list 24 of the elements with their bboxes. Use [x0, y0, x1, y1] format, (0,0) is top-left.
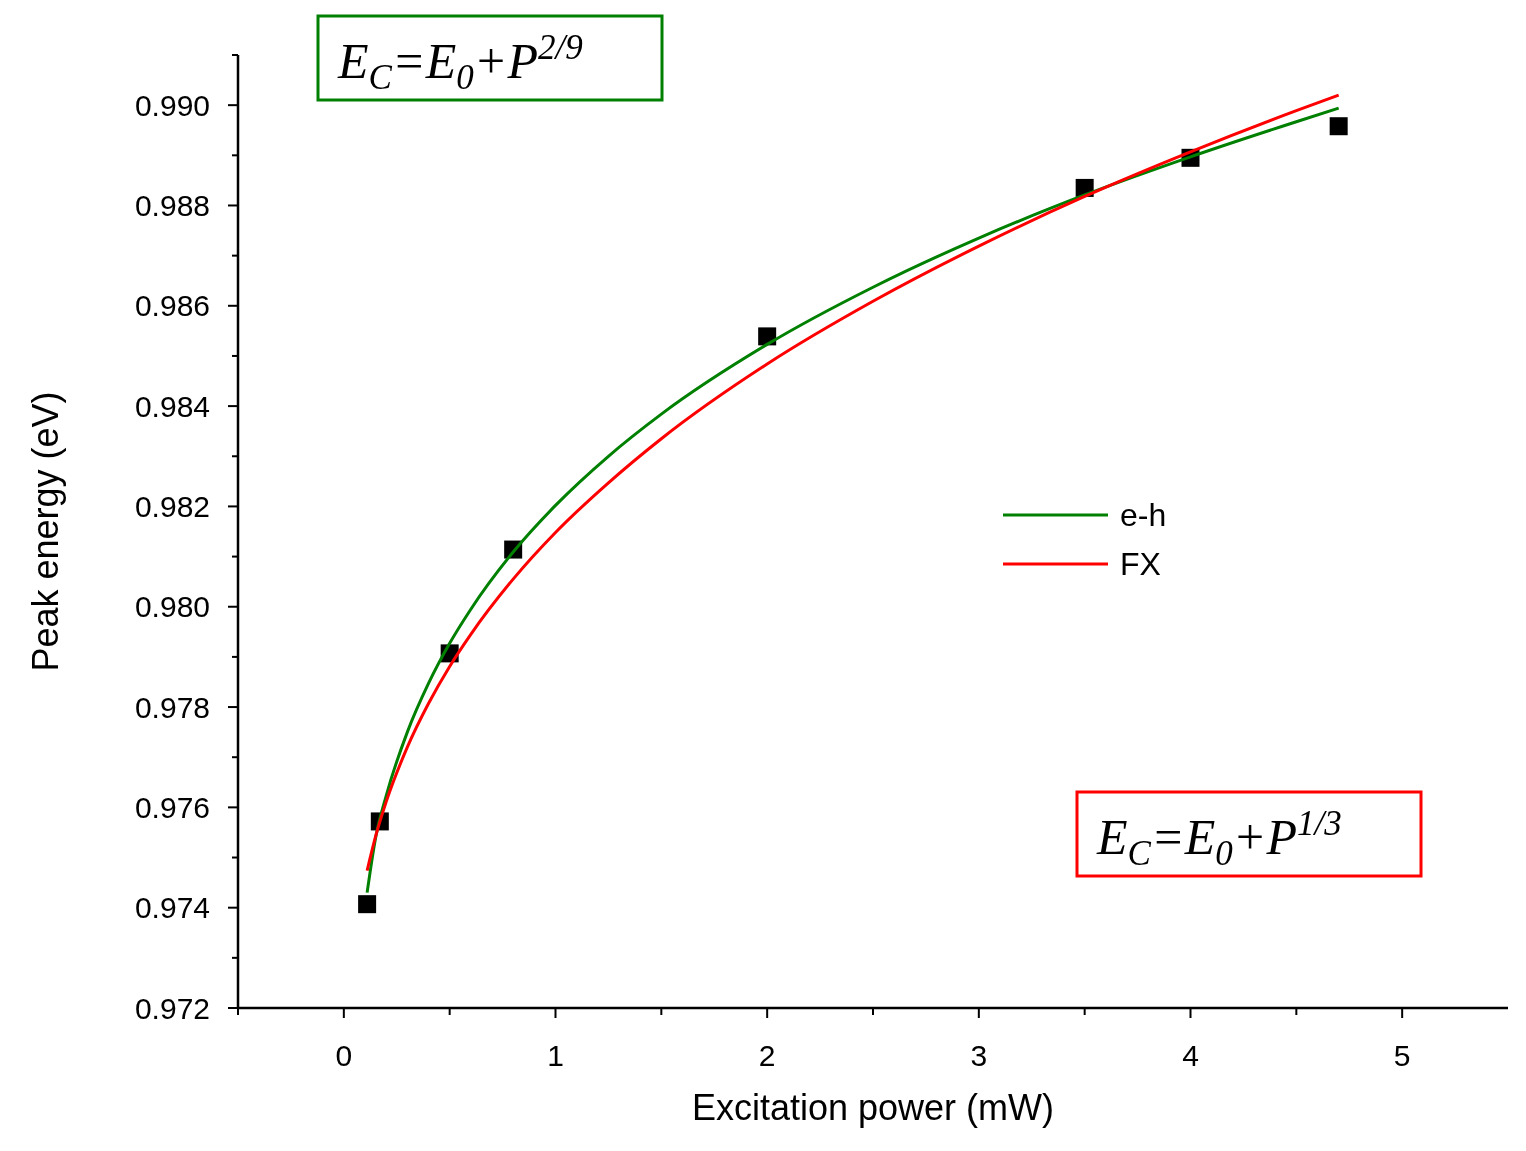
y-tick-label: 0.974 — [134, 891, 210, 925]
y-axis-title: Peak energy (eV) — [25, 391, 66, 672]
x-tick-label: 0 — [335, 1039, 353, 1072]
legend-label: FX — [1120, 546, 1161, 582]
annotation: E$_{C}$=E$_{0}$+P$^{1/3}$ — [1096, 803, 1342, 873]
x-tick-label: 1 — [547, 1039, 564, 1072]
y-tick-label: 0.972 — [134, 991, 210, 1025]
point — [358, 895, 377, 914]
y-tick-label: 0.984 — [134, 389, 210, 423]
x-tick-label: 5 — [1393, 1039, 1411, 1072]
y-tick-label: 0.990 — [134, 88, 210, 122]
point — [1329, 117, 1348, 136]
y-tick-label: 0.982 — [134, 489, 210, 523]
annotation: E$_{C}$=E$_{0}$+P$^{2/9}$ — [337, 27, 583, 97]
y-tick-label: 0.988 — [134, 188, 210, 222]
x-tick-label: 4 — [1182, 1039, 1199, 1072]
x-tick-label: 2 — [758, 1039, 776, 1072]
x-tick-label: 3 — [970, 1039, 988, 1072]
y-tick-label: 0.978 — [134, 690, 210, 724]
legend-label: e-h — [1120, 497, 1167, 533]
y-tick-label: 0.986 — [134, 289, 210, 323]
y-tick-label: 0.976 — [134, 790, 210, 824]
x-axis-title: Excitation power (mW) — [691, 1087, 1055, 1128]
y-tick-label: 0.980 — [134, 590, 210, 624]
